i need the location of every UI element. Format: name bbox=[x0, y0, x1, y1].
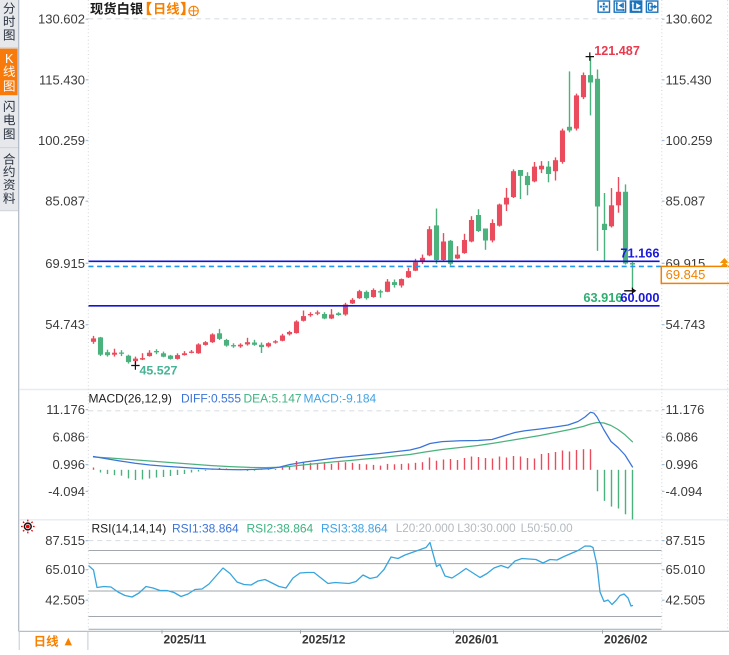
svg-text:69.845: 69.845 bbox=[666, 267, 706, 282]
svg-text:L30:30.000: L30:30.000 bbox=[457, 522, 516, 535]
svg-text:11.176: 11.176 bbox=[46, 402, 85, 417]
svg-text:100.259: 100.259 bbox=[666, 133, 713, 148]
svg-text:42.505: 42.505 bbox=[666, 593, 706, 608]
svg-text:85.087: 85.087 bbox=[45, 194, 85, 209]
svg-text:121.487: 121.487 bbox=[594, 44, 640, 58]
svg-text:42.505: 42.505 bbox=[45, 593, 85, 608]
svg-text:45.527: 45.527 bbox=[140, 364, 178, 378]
svg-text:71.166: 71.166 bbox=[620, 246, 659, 261]
svg-text:63.916: 63.916 bbox=[583, 290, 622, 305]
svg-text:87.515: 87.515 bbox=[666, 533, 706, 548]
svg-text:87.515: 87.515 bbox=[45, 533, 85, 548]
svg-text:60.000: 60.000 bbox=[620, 290, 659, 305]
svg-text:6.086: 6.086 bbox=[52, 430, 85, 445]
svg-text:2025/12: 2025/12 bbox=[302, 633, 346, 647]
svg-text:-4.094: -4.094 bbox=[666, 484, 703, 499]
svg-text:MACD:-9.184: MACD:-9.184 bbox=[304, 391, 377, 405]
svg-text:54.743: 54.743 bbox=[666, 317, 706, 332]
svg-text:54.743: 54.743 bbox=[45, 317, 85, 332]
svg-text:RSI(14,14,14): RSI(14,14,14) bbox=[92, 522, 167, 536]
svg-text:L20:20.000: L20:20.000 bbox=[396, 522, 455, 535]
svg-text:DIFF:0.555: DIFF:0.555 bbox=[181, 391, 241, 405]
svg-text:11.176: 11.176 bbox=[666, 402, 705, 417]
svg-text:100.259: 100.259 bbox=[38, 133, 85, 148]
svg-text:L50:50.00: L50:50.00 bbox=[521, 522, 573, 535]
svg-text:130.602: 130.602 bbox=[38, 12, 85, 27]
svg-text:85.087: 85.087 bbox=[666, 194, 706, 209]
svg-text:65.010: 65.010 bbox=[45, 562, 85, 577]
svg-text:-4.094: -4.094 bbox=[48, 484, 85, 499]
svg-text:K: K bbox=[5, 52, 14, 66]
svg-text:RSI1:38.864: RSI1:38.864 bbox=[172, 522, 239, 536]
svg-text:RSI2:38.864: RSI2:38.864 bbox=[247, 522, 314, 536]
svg-text:0.996: 0.996 bbox=[52, 457, 85, 472]
svg-text:DEA:5.147: DEA:5.147 bbox=[244, 391, 302, 405]
svg-text:69.915: 69.915 bbox=[45, 256, 85, 271]
svg-text:RSI3:38.864: RSI3:38.864 bbox=[321, 522, 388, 536]
svg-text:130.602: 130.602 bbox=[666, 12, 713, 27]
svg-text:6.086: 6.086 bbox=[666, 430, 699, 445]
svg-text:65.010: 65.010 bbox=[666, 562, 706, 577]
svg-text:115.430: 115.430 bbox=[39, 72, 85, 87]
svg-text:MACD(26,12,9): MACD(26,12,9) bbox=[89, 391, 172, 405]
svg-text:2026/01: 2026/01 bbox=[455, 633, 499, 647]
svg-text:0.996: 0.996 bbox=[666, 457, 699, 472]
svg-text:115.430: 115.430 bbox=[666, 72, 712, 87]
svg-text:2026/02: 2026/02 bbox=[604, 633, 648, 647]
svg-text:2025/11: 2025/11 bbox=[164, 633, 207, 647]
